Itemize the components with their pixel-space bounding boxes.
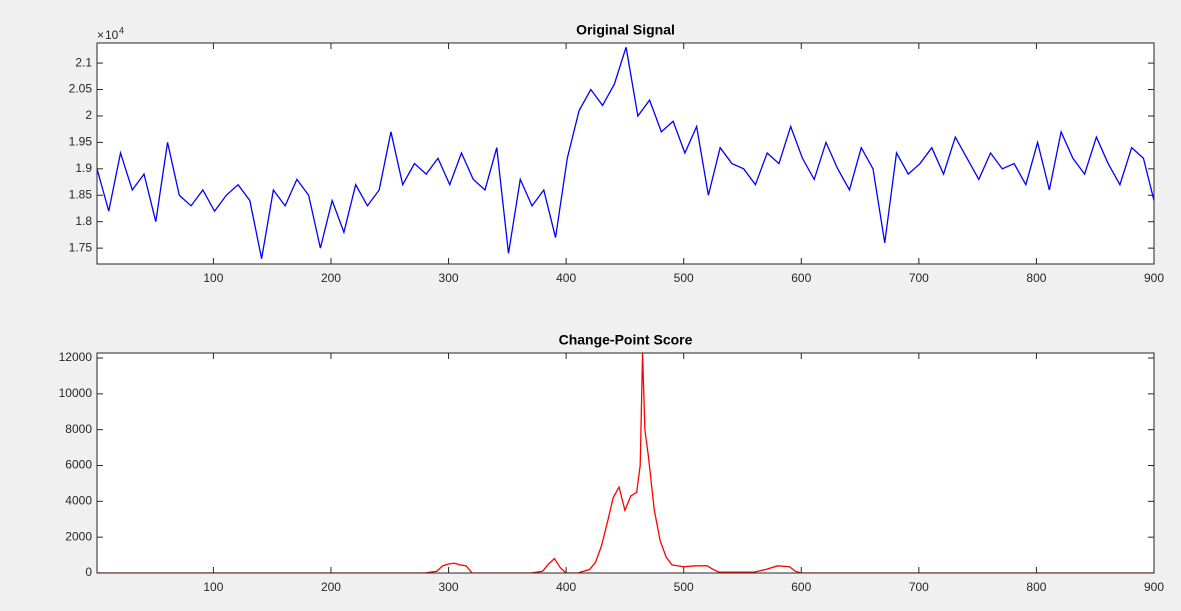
y-tick-label: 1.85 <box>69 187 93 201</box>
y-tick-label: 2.1 <box>75 55 92 69</box>
x-tick-label: 400 <box>556 271 576 285</box>
x-tick-label: 700 <box>909 580 929 594</box>
x-tick-label: 600 <box>791 580 811 594</box>
x-tick-label: 800 <box>1026 271 1046 285</box>
axes-box <box>96 42 1155 265</box>
chart-title: Original Signal <box>576 22 675 38</box>
x-tick-label: 300 <box>439 580 459 594</box>
x-tick-label: 400 <box>556 580 576 594</box>
y-tick-label: 1.95 <box>69 135 93 149</box>
x-tick-label: 200 <box>321 271 341 285</box>
x-tick-label: 800 <box>1026 580 1046 594</box>
x-tick-label: 500 <box>674 271 694 285</box>
y-tick-label: 2.05 <box>69 82 93 96</box>
x-tick-label: 100 <box>203 580 223 594</box>
y-tick-label: 1.75 <box>69 240 93 254</box>
data-line <box>97 47 1154 259</box>
x-tick-label: 700 <box>909 271 929 285</box>
y-tick-label: 12000 <box>59 350 93 364</box>
x-tick-label: 900 <box>1144 271 1164 285</box>
y-tick-label: 2000 <box>65 529 92 543</box>
x-tick-label: 900 <box>1144 580 1164 594</box>
y-tick-label: 4000 <box>65 494 92 508</box>
x-tick-label: 200 <box>321 580 341 594</box>
y-tick-label: 1.9 <box>75 161 92 175</box>
y-tick-label: 0 <box>85 565 92 579</box>
y-tick-label: 8000 <box>65 422 92 436</box>
x-tick-label: 300 <box>439 271 459 285</box>
chart-title: Change-Point Score <box>559 332 693 348</box>
axes-box <box>96 352 1155 574</box>
y-exponent: 4 <box>119 25 124 35</box>
y-tick-label: 1.8 <box>75 214 92 228</box>
y-tick-label: 2 <box>85 108 92 122</box>
x-tick-label: 100 <box>203 271 223 285</box>
data-line <box>97 353 1154 573</box>
y-tick-label: 10000 <box>59 386 93 400</box>
x-tick-label: 600 <box>791 271 811 285</box>
x-tick-label: 500 <box>674 580 694 594</box>
y-tick-label: 6000 <box>65 458 92 472</box>
y-exponent-times: × <box>97 28 104 42</box>
axes-background <box>97 353 1154 573</box>
y-exponent-base: 10 <box>105 28 119 42</box>
axes-background <box>97 43 1154 264</box>
